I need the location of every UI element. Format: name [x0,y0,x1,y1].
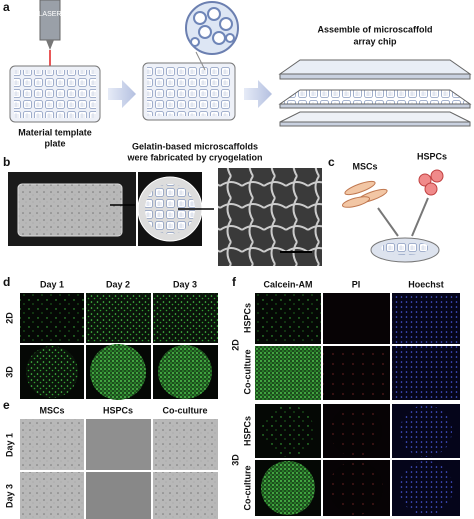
step-text: were fabricated by cryogelation [126,152,262,162]
step-text: array chip [353,36,397,46]
arrow [244,80,272,108]
laser-head [39,0,61,41]
brightfield-images [20,419,218,519]
column-label: Calcein-AM [263,279,312,289]
step-text: Assemble of microscaffold [317,24,432,34]
fluorescence-images [20,293,218,400]
dish-scaffolds [145,184,195,234]
column-label: Day 1 [40,279,64,289]
panel-letter: a [3,0,10,14]
dish-scaffolds [381,241,429,255]
row-label: 2D [4,312,14,324]
column-label: Day 2 [106,279,130,289]
row-label: Co-culture [242,466,252,511]
step-text: Material template [18,127,92,137]
panel-letter: e [3,398,10,412]
plate-wells [147,67,231,116]
column-label: HSPCs [103,405,133,415]
row-label: Day 1 [4,433,14,457]
laser-label: LASER [39,11,62,18]
group-label: 2D [230,339,240,351]
column-label: Hoechst [408,279,444,289]
panel-letter: b [3,155,10,169]
plate-wells [14,70,96,118]
panel-letter: f [232,275,237,289]
row-label: HSPCs [242,416,252,446]
panel-letter: c [328,155,335,169]
row-label: 3D [4,366,14,378]
column-label: Co-culture [163,405,208,415]
msc-cells [341,180,388,208]
laser-tip [46,40,54,50]
zoom-line [195,51,206,71]
plate-photo [17,183,123,237]
cell-label: MSCs [352,161,377,171]
step-text: Gelatin-based microscaffolds [132,141,258,151]
column-label: PI [352,279,361,289]
staining-images [255,293,460,516]
pore-pattern [190,7,235,47]
hspc-cells [418,169,444,196]
row-label: HSPCs [242,303,252,333]
group-label: 3D [230,454,240,466]
row-label: Day 3 [4,484,14,508]
column-label: Day 3 [173,279,197,289]
step-text: plate [44,138,65,148]
pipettes [377,197,429,237]
panel-letter: d [3,275,10,289]
chip-stack [278,59,472,127]
arrow [108,80,136,108]
cell-label: HSPCs [417,151,447,161]
row-label: Co-culture [242,350,252,395]
column-label: MSCs [39,405,64,415]
sem-image [218,168,322,266]
